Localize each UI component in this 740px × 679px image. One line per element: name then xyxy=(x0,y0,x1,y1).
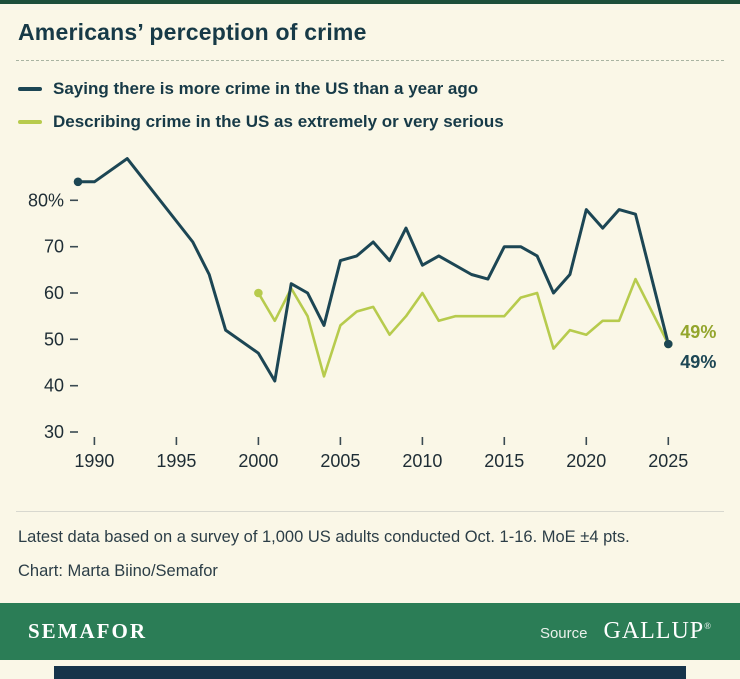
footer-divider xyxy=(16,511,724,512)
x-tick-label: 2020 xyxy=(566,451,606,471)
y-tick-label: 50 xyxy=(44,329,64,349)
x-tick-label: 2010 xyxy=(402,451,442,471)
series-end-label: 49% xyxy=(680,322,716,342)
navy-line-swatch xyxy=(18,87,42,91)
title-divider xyxy=(16,60,724,61)
semafor-logo[interactable]: SEMAFOR xyxy=(28,619,147,643)
x-tick-label: 1990 xyxy=(74,451,114,471)
x-tick-label: 2005 xyxy=(320,451,360,471)
legend: Saying there is more crime in the US tha… xyxy=(18,79,722,132)
source-attribution: Source GALLUP® xyxy=(540,618,712,645)
y-tick-label: 30 xyxy=(44,422,64,442)
y-tick-label: 70 xyxy=(44,237,64,257)
y-tick-label: 80% xyxy=(28,190,64,210)
x-tick-label: 2015 xyxy=(484,451,524,471)
legend-item-more-crime: Saying there is more crime in the US tha… xyxy=(18,79,722,99)
gallup-logo[interactable]: GALLUP® xyxy=(603,618,712,644)
legend-label-more-crime: Saying there is more crime in the US tha… xyxy=(53,79,479,98)
registered-mark: ® xyxy=(704,621,712,631)
brand-bar: SEMAFOR Source GALLUP® xyxy=(0,603,740,660)
legend-label-serious-crime: Describing crime in the US as extremely … xyxy=(53,112,504,131)
green-line-swatch xyxy=(18,120,42,124)
source-label: Source xyxy=(539,625,588,642)
x-tick-label: 1995 xyxy=(156,451,196,471)
page-title: Americans’ perception of crime xyxy=(18,19,367,45)
y-axis: 80% 70 60 50 40 30 xyxy=(28,190,78,442)
legend-item-serious-crime: Describing crime in the US as extremely … xyxy=(18,112,722,132)
series-start-dot xyxy=(254,288,263,298)
y-tick-label: 40 xyxy=(44,376,64,396)
footnotes: Latest data based on a survey of 1,000 U… xyxy=(18,526,722,583)
crime-chart: 80% 70 60 50 40 30 1990 1995 2000 2005 2010 2015 202… xyxy=(28,157,716,471)
footnote-credit: Chart: Marta Biino/Semafor xyxy=(18,562,218,581)
series-line xyxy=(76,157,670,383)
bottom-strip xyxy=(54,666,686,679)
series-line xyxy=(257,277,670,378)
series-end-dot xyxy=(664,339,673,349)
y-tick-label: 60 xyxy=(44,283,64,303)
footnote-survey: Latest data based on a survey of 1,000 U… xyxy=(18,528,630,546)
x-tick-label: 2000 xyxy=(238,451,278,471)
x-axis: 1990 1995 2000 2005 2010 2015 2020 2025 xyxy=(74,437,688,471)
x-tick-label: 2025 xyxy=(648,451,688,471)
top-border xyxy=(0,0,740,4)
series-start-dot xyxy=(73,177,83,187)
series-end-label: 49% xyxy=(680,352,716,372)
